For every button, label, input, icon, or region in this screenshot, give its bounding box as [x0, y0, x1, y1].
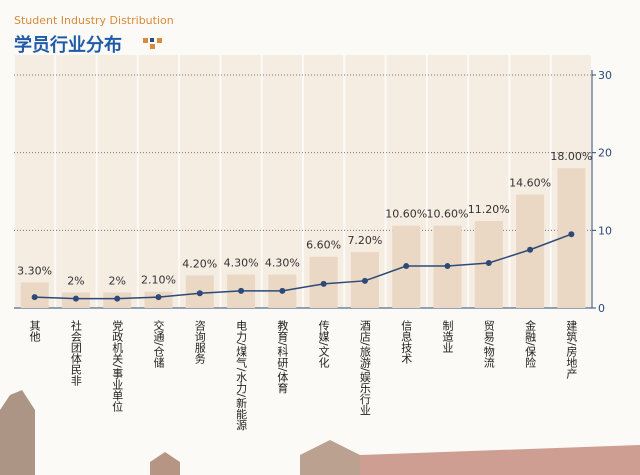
value-label: 3.30% [17, 264, 52, 277]
x-tick-label: 酒店/旅游/娱乐行业 [358, 320, 371, 416]
column-panel [180, 55, 220, 308]
value-label: 10.60% [385, 208, 427, 221]
value-label: 4.30% [265, 257, 300, 270]
value-label: 14.60% [509, 177, 551, 190]
line-point [196, 290, 203, 297]
column-panel [138, 55, 179, 308]
line [34, 233, 572, 300]
value-label: 7.20% [347, 234, 382, 247]
value-label: 2% [108, 274, 125, 287]
x-tick-label: 社会团体民非 [69, 319, 82, 387]
x-tick-label: 咨询服务 [193, 319, 206, 364]
line-point [527, 246, 534, 253]
y-tick-label: 0 [598, 302, 605, 315]
x-tick-label: 信息技术 [400, 320, 413, 365]
column-panel [15, 55, 55, 308]
x-tick-label: 交通/仓储 [152, 319, 165, 368]
y-tick-label: 20 [598, 147, 612, 160]
line-point [485, 259, 492, 266]
line-point [155, 294, 162, 301]
line-point [72, 295, 79, 302]
x-tick-label: 电力/煤气/水力/新能源 [235, 320, 248, 431]
x-tick-label: 传媒/文化 [317, 320, 330, 369]
line-point [31, 294, 38, 301]
y-tick-label: 30 [598, 69, 612, 82]
line-point [114, 295, 121, 302]
x-tick-label: 其他 [28, 320, 41, 342]
title-icon [143, 38, 162, 49]
y-tick-label: 10 [598, 224, 612, 237]
x-tick-label: 教育/科研/体育 [276, 320, 289, 394]
line-point [444, 263, 451, 270]
column-panel [97, 55, 137, 308]
chart-subtitle: Student Industry Distribution [14, 14, 174, 27]
value-label: 10.60% [427, 208, 469, 221]
value-label: 4.20% [182, 257, 217, 270]
x-tick-label: 制造业 [441, 320, 454, 353]
line-point [320, 280, 327, 287]
line-point [279, 287, 286, 294]
line-point [403, 263, 410, 270]
column-panel [56, 55, 96, 308]
value-label: 6.60% [306, 239, 341, 252]
decor-buildings [0, 390, 640, 475]
line-point [568, 231, 575, 238]
chart-title: 学员行业分布 [14, 34, 122, 56]
value-label: 2.10% [141, 274, 176, 287]
line-point [238, 287, 245, 294]
value-label: 18.00% [550, 150, 592, 163]
x-tick-label: 金融/保险 [524, 319, 537, 369]
value-label: 2% [67, 274, 84, 287]
value-label: 11.20% [468, 203, 510, 216]
value-label: 4.30% [224, 257, 259, 270]
x-tick-label: 建筑/房地产 [565, 319, 578, 380]
line-point [361, 277, 368, 284]
column-panel [262, 55, 302, 308]
x-tick-label: 贸易/物流 [482, 320, 495, 368]
column-panel [221, 55, 261, 308]
x-tick-label: 党政机关/事业单位 [111, 320, 124, 412]
